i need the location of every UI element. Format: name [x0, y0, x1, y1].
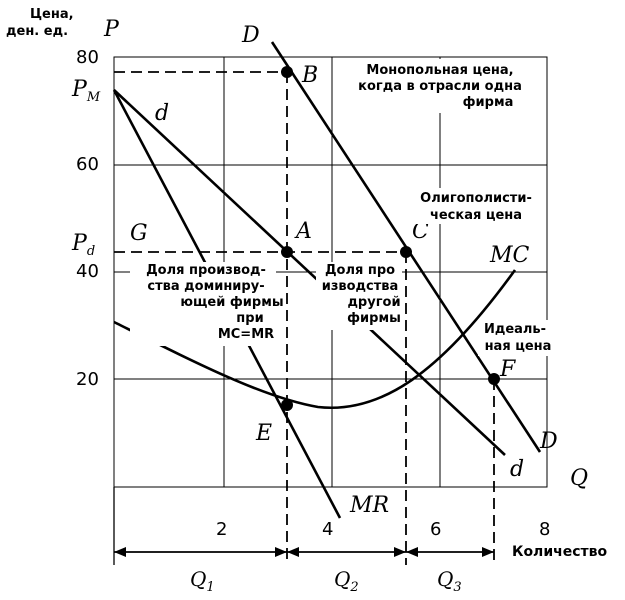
point-A-marker: [281, 246, 293, 258]
point-G-label: G: [130, 221, 148, 246]
q3-label: Q3: [437, 567, 462, 595]
svg-text:фирма: фирма: [463, 95, 514, 110]
svg-text:ющей фирмы: ющей фирмы: [180, 295, 283, 310]
annotation-monopoly-price: Монопольная цена, когда в отрасли одна ф…: [342, 59, 542, 113]
point-E-marker: [281, 399, 293, 411]
dominant-firm-demand-curve: [113, 89, 506, 456]
x-tick-2: 2: [216, 519, 227, 540]
svg-text:фирмы: фирмы: [347, 311, 401, 326]
y-axis-title-line1: Цена,: [30, 7, 74, 22]
y-tick-40: 40: [76, 261, 99, 282]
y-tick-80: 80: [76, 47, 99, 68]
svg-text:ческая цена: ческая цена: [430, 208, 522, 223]
svg-text:Доля про: Доля про: [325, 263, 395, 278]
point-F-marker: [488, 373, 500, 385]
point-A-label: A: [294, 219, 312, 244]
point-C-label: C: [412, 219, 429, 244]
svg-text:Идеаль-: Идеаль-: [484, 322, 546, 337]
svg-text:Олигополисти-: Олигополисти-: [420, 191, 532, 206]
point-B-label: B: [301, 63, 318, 88]
y-tick-20: 20: [76, 369, 99, 390]
curve-label-D-bottom: D: [539, 429, 558, 454]
q1-label: Q1: [190, 567, 215, 595]
annotation-oligopoly-price: Олигополисти- ческая цена: [410, 188, 544, 224]
x-tick-4: 4: [322, 519, 333, 540]
x-tick-6: 6: [430, 519, 441, 540]
svg-text:Доля производ-: Доля производ-: [146, 263, 266, 278]
svg-text:изводства: изводства: [322, 279, 399, 294]
y-tick-60: 60: [76, 154, 99, 175]
quantity-arrows: [114, 547, 494, 557]
dashed-guides: [114, 71, 495, 565]
svg-text:когда в отрасли одна: когда в отрасли одна: [358, 79, 522, 94]
svg-text:ная цена: ная цена: [485, 339, 552, 354]
pm-label: PM: [71, 77, 101, 105]
pd-label: Pd: [71, 231, 95, 259]
marginal-cost-curve: [113, 269, 517, 410]
svg-text:MC=MR: MC=MR: [218, 327, 274, 342]
curve-label-D-top: D: [241, 23, 260, 48]
point-E-label: E: [255, 421, 272, 446]
svg-text:другой: другой: [347, 295, 400, 310]
annotation-dominant-firm-share: Доля производ- ства доминиру- ющей фирмы…: [130, 262, 284, 346]
svg-text:Монопольная цена,: Монопольная цена,: [366, 63, 513, 78]
point-B-marker: [281, 66, 293, 78]
annotation-ideal-price: Идеаль- ная цена: [478, 320, 558, 356]
point-C-marker: [400, 246, 412, 258]
point-F-label: F: [499, 357, 516, 382]
curve-label-MR: MR: [349, 493, 389, 518]
q2-label: Q2: [334, 567, 359, 595]
annotation-other-firm-share: Доля про изводства другой фирмы: [316, 262, 402, 330]
curve-label-d-top: d: [155, 101, 169, 126]
x-axis-title: Количество: [512, 544, 608, 560]
curve-label-d-bottom: d: [510, 457, 524, 482]
y-axis-symbol: P: [103, 17, 120, 42]
y-axis-title-line2: ден. ед.: [6, 24, 68, 39]
curve-label-MC: MC: [489, 243, 530, 268]
svg-text:при: при: [236, 311, 263, 326]
x-tick-8: 8: [539, 519, 550, 540]
svg-text:ства доминиру-: ства доминиру-: [147, 279, 264, 294]
x-axis-symbol: Q: [570, 466, 588, 491]
